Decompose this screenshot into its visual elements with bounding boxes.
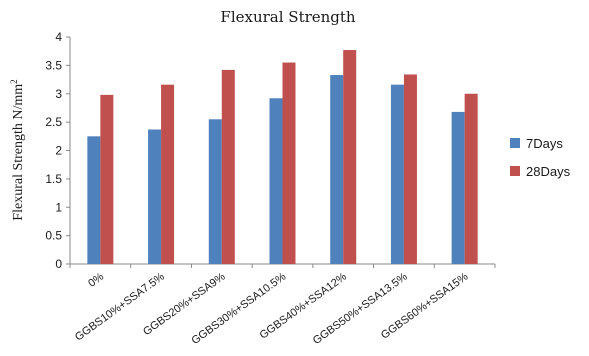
bar-28days-1 bbox=[161, 84, 175, 264]
bar-28days-5 bbox=[403, 74, 417, 264]
bar-28days-4 bbox=[343, 50, 357, 264]
y-tick-label: 4 bbox=[55, 30, 62, 44]
y-axis-label-superscript: 2 bbox=[9, 79, 19, 84]
bar-7days-5 bbox=[390, 84, 404, 264]
y-tick-label: 3.5 bbox=[45, 58, 62, 72]
y-tick-label: 2.5 bbox=[45, 115, 62, 129]
bar-7days-4 bbox=[330, 75, 344, 265]
bar-7days-3 bbox=[269, 98, 283, 264]
y-axis-label-text: Flexural Strength N/mm bbox=[11, 84, 26, 221]
y-axis-label: Flexural Strength N/mm2 bbox=[9, 79, 26, 220]
bar-28days-6 bbox=[464, 93, 478, 264]
y-tick-label: 2 bbox=[55, 144, 62, 158]
y-tick-label: 3 bbox=[55, 87, 62, 101]
legend-label-28days: 28Days bbox=[526, 164, 571, 179]
plot-area: 00.511.522.533.540%GGBS10%+SSA7.5%GGBS20… bbox=[45, 30, 496, 347]
bar-7days-1 bbox=[148, 129, 162, 264]
bar-28days-2 bbox=[221, 69, 235, 264]
bar-28days-3 bbox=[282, 62, 296, 264]
legend: 7Days 28Days bbox=[510, 136, 571, 179]
legend-swatch-28days bbox=[510, 166, 520, 176]
bar-7days-2 bbox=[208, 119, 222, 264]
chart-title: Flexural Strength bbox=[220, 8, 356, 26]
legend-swatch-7days bbox=[510, 138, 520, 148]
x-tick-label: 0% bbox=[86, 271, 106, 290]
bar-7days-0 bbox=[87, 136, 101, 264]
bar-28days-0 bbox=[100, 94, 114, 264]
bar-7days-6 bbox=[451, 111, 465, 264]
legend-label-7days: 7Days bbox=[526, 136, 563, 151]
y-tick-label: 0 bbox=[55, 257, 62, 271]
y-tick-label: 1 bbox=[55, 200, 62, 214]
y-tick-label: 1.5 bbox=[45, 172, 62, 186]
y-tick-label: 0.5 bbox=[45, 229, 62, 243]
